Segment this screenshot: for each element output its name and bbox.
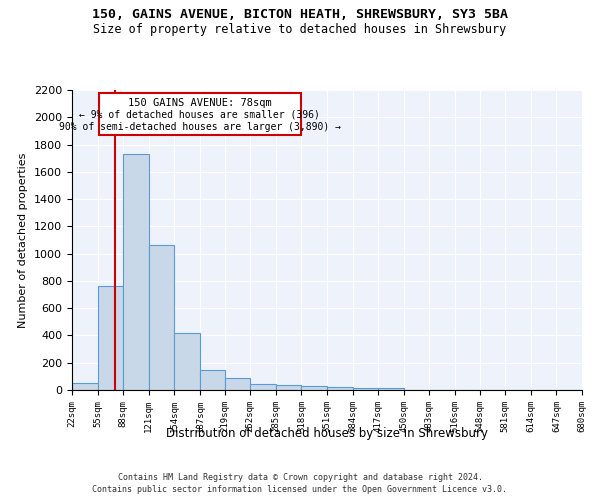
Bar	[276, 385, 301, 390]
Text: Size of property relative to detached houses in Shrewsbury: Size of property relative to detached ho…	[94, 22, 506, 36]
Text: Contains public sector information licensed under the Open Government Licence v3: Contains public sector information licen…	[92, 485, 508, 494]
Text: 150, GAINS AVENUE, BICTON HEATH, SHREWSBURY, SY3 5BA: 150, GAINS AVENUE, BICTON HEATH, SHREWSB…	[92, 8, 508, 20]
Bar	[72, 382, 98, 390]
Bar	[175, 332, 200, 390]
Bar	[353, 388, 378, 390]
Bar	[250, 384, 276, 390]
Text: Contains HM Land Registry data © Crown copyright and database right 2024.: Contains HM Land Registry data © Crown c…	[118, 472, 482, 482]
Bar	[327, 386, 353, 390]
Bar	[98, 286, 123, 390]
Text: 90% of semi-detached houses are larger (3,890) →: 90% of semi-detached houses are larger (…	[59, 122, 341, 132]
Text: 150 GAINS AVENUE: 78sqm: 150 GAINS AVENUE: 78sqm	[128, 98, 272, 108]
Text: ← 9% of detached houses are smaller (396): ← 9% of detached houses are smaller (396…	[79, 110, 320, 120]
Text: Distribution of detached houses by size in Shrewsbury: Distribution of detached houses by size …	[166, 428, 488, 440]
Bar	[378, 388, 404, 390]
Bar	[149, 245, 175, 390]
Bar	[123, 154, 149, 390]
Bar	[224, 378, 250, 390]
FancyBboxPatch shape	[99, 92, 301, 135]
Bar	[200, 370, 224, 390]
Y-axis label: Number of detached properties: Number of detached properties	[19, 152, 28, 328]
Bar	[301, 386, 327, 390]
